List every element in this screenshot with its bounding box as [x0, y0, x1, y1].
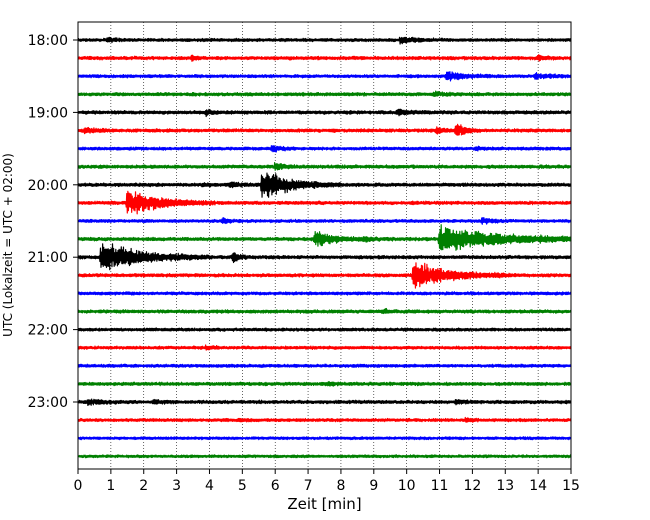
y-tick-label: 23:00: [28, 395, 68, 411]
x-tick-label: 3: [172, 478, 181, 494]
y-tick-label: 19:00: [28, 105, 68, 121]
x-tick-label: 14: [529, 478, 547, 494]
x-tick-label: 13: [496, 478, 514, 494]
x-tick-label: 8: [336, 478, 345, 494]
seismic-trace: [77, 454, 572, 459]
seismic-trace: [77, 90, 572, 97]
x-tick-label: 1: [106, 478, 115, 494]
y-tick-label: 21:00: [28, 250, 68, 266]
seismic-trace: [77, 398, 572, 407]
seismic-trace: [77, 216, 572, 225]
x-axis-title: Zeit [min]: [287, 495, 361, 513]
x-tick-label: 11: [431, 478, 449, 494]
seismic-trace: [77, 54, 572, 62]
x-tick-label: 2: [139, 478, 148, 494]
seismic-trace: [77, 363, 572, 369]
trace-layer: [77, 36, 572, 459]
x-tick-label: 7: [304, 478, 313, 494]
seismic-trace: [77, 327, 572, 332]
y-axis-title: UTC (Lokalzeit = UTC + 02:00): [1, 153, 15, 337]
y-tick-label: 20:00: [28, 178, 68, 194]
seismic-trace: [77, 243, 572, 271]
plot-frame: [77, 21, 572, 470]
seismic-trace: [77, 262, 572, 289]
seismic-trace: [77, 416, 572, 423]
seismic-trace: [77, 307, 572, 315]
grid-lines: [110, 22, 539, 469]
x-axis: 0 1 2 3 4 5 6 7 8 9 10 11 12 13 14 15: [74, 469, 580, 494]
seismic-trace: [77, 145, 572, 153]
seismic-trace: [77, 190, 572, 215]
x-tick-label: 5: [238, 478, 247, 494]
x-tick-label: 9: [369, 478, 378, 494]
seismic-trace: [77, 344, 572, 351]
x-tick-label: 10: [398, 478, 416, 494]
y-tick-label: 18:00: [28, 33, 68, 49]
seismic-trace: [77, 224, 572, 251]
x-tick-label: 4: [205, 478, 214, 494]
seismic-trace: [77, 36, 572, 45]
seismic-trace: [77, 291, 572, 296]
y-axis: 18:00 19:00 20:00 21:00 22:00 23:00: [28, 33, 78, 411]
y-tick-label: 22:00: [28, 323, 68, 339]
seismic-trace: [77, 123, 572, 136]
x-tick-label: 12: [463, 478, 481, 494]
seismic-trace: [77, 108, 572, 118]
seismic-trace: [77, 71, 572, 82]
x-tick-label: 6: [271, 478, 280, 494]
seismic-trace: [77, 381, 572, 387]
seismic-trace: [77, 172, 572, 198]
seismic-trace: [77, 162, 572, 171]
x-tick-label: 15: [562, 478, 580, 494]
seismic-trace: [77, 436, 572, 441]
x-tick-label: 0: [74, 478, 83, 494]
